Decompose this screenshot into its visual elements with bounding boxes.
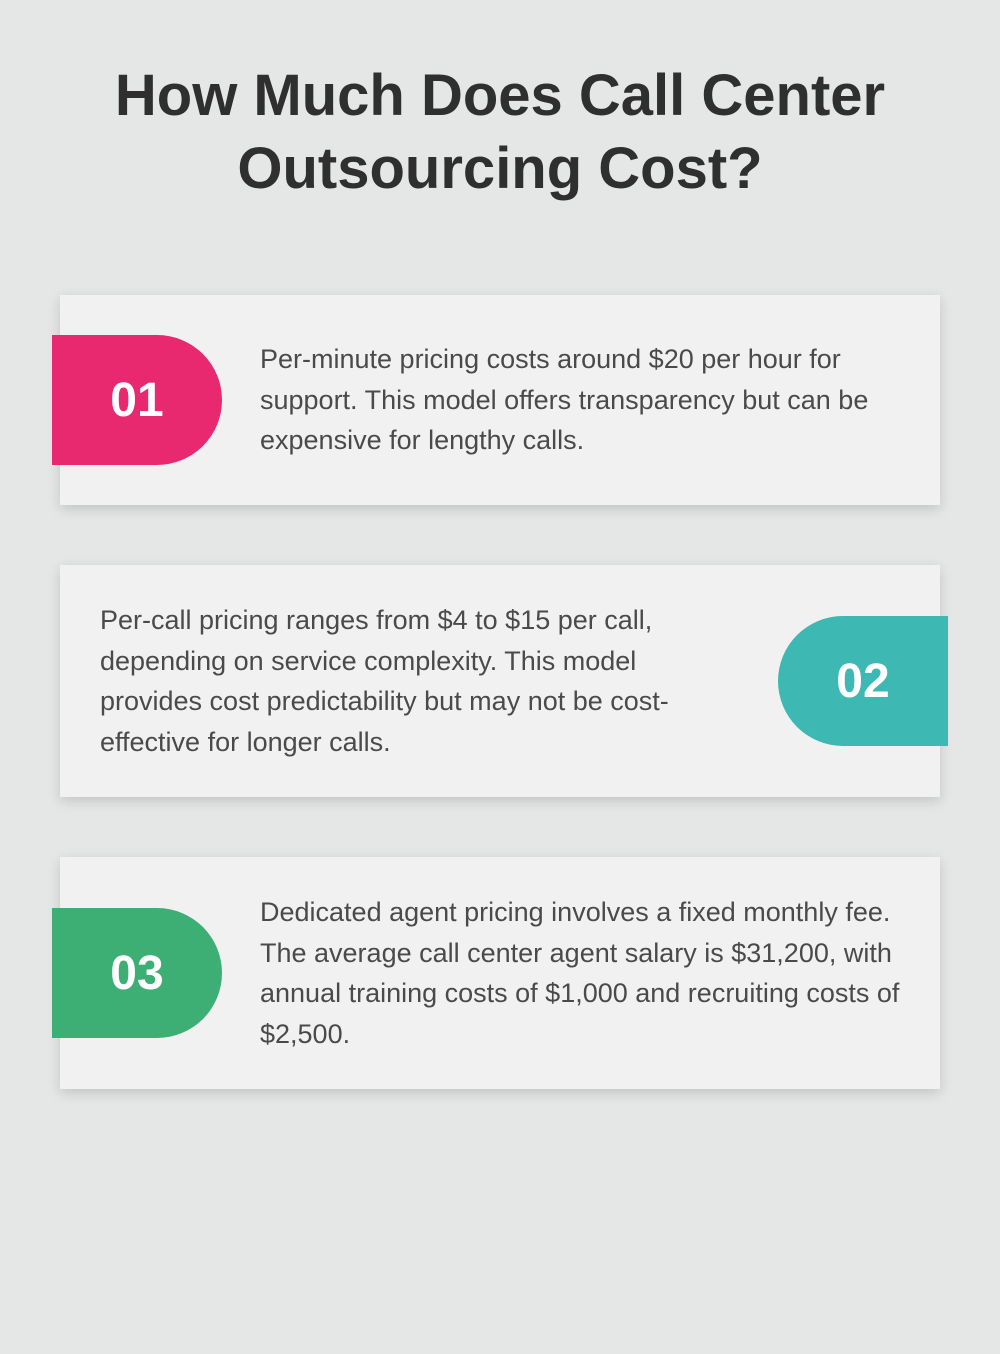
page-title: How Much Does Call Center Outsourcing Co… (60, 60, 940, 205)
info-card-3: 03 Dedicated agent pricing involves a fi… (60, 857, 940, 1089)
badge-number-1: 01 (110, 373, 163, 428)
badge-number-2: 02 (836, 654, 889, 709)
badge-number-3: 03 (110, 946, 163, 1001)
number-badge-2: 02 (778, 616, 948, 746)
card-text-2: Per-call pricing ranges from $4 to $15 p… (100, 565, 740, 797)
number-badge-3: 03 (52, 908, 222, 1038)
number-badge-1: 01 (52, 335, 222, 465)
card-text-3: Dedicated agent pricing involves a fixed… (260, 857, 900, 1089)
info-card-2: 02 Per-call pricing ranges from $4 to $1… (60, 565, 940, 797)
card-text-1: Per-minute pricing costs around $20 per … (260, 304, 900, 496)
info-card-1: 01 Per-minute pricing costs around $20 p… (60, 295, 940, 505)
